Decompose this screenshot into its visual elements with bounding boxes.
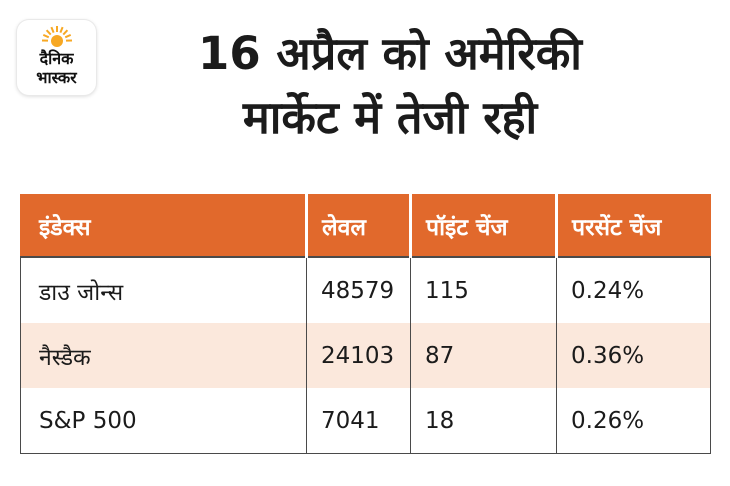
cell-percent-change: 0.26% bbox=[556, 388, 711, 454]
cell-percent-change: 0.36% bbox=[556, 323, 711, 388]
market-index-table: इंडेक्स लेवल पॉइंट चेंज परसेंट चेंज डाउ … bbox=[20, 194, 711, 454]
table-row: नैस्डैक 24103 87 0.36% bbox=[20, 323, 711, 388]
cell-index-name: S&P 500 bbox=[20, 388, 307, 454]
table-row: S&P 500 7041 18 0.26% bbox=[20, 388, 711, 454]
dainik-bhaskar-logo: दैनिक भास्कर bbox=[17, 20, 96, 95]
table-header-row: इंडेक्स लेवल पॉइंट चेंज परसेंट चेंज bbox=[20, 194, 711, 257]
header-index: इंडेक्स bbox=[20, 194, 307, 257]
page-title: 16 अप्रैल को अमेरिकी मार्केट में तेजी रह… bbox=[110, 22, 670, 150]
header-point-change: पॉइंट चेंज bbox=[409, 194, 557, 257]
cell-level: 24103 bbox=[306, 323, 411, 388]
header-percent-change: परसेंट चेंज bbox=[555, 194, 711, 257]
title-line-1: 16 अप्रैल को अमेरिकी bbox=[198, 27, 582, 80]
header-level: लेवल bbox=[305, 194, 411, 257]
sun-icon bbox=[41, 26, 72, 47]
table-row: डाउ जोन्स 48579 115 0.24% bbox=[20, 256, 711, 323]
logo-text-line1: दैनिक bbox=[39, 49, 74, 68]
cell-point-change: 18 bbox=[410, 388, 557, 454]
cell-point-change: 115 bbox=[410, 256, 557, 323]
cell-point-change: 87 bbox=[410, 323, 557, 388]
cell-level: 7041 bbox=[306, 388, 411, 454]
logo-text-line2: भास्कर bbox=[36, 68, 77, 87]
cell-index-name: डाउ जोन्स bbox=[20, 256, 307, 323]
cell-index-name: नैस्डैक bbox=[20, 323, 307, 388]
cell-percent-change: 0.24% bbox=[556, 256, 711, 323]
title-line-2: मार्केट में तेजी रही bbox=[242, 91, 538, 144]
cell-level: 48579 bbox=[306, 256, 411, 323]
